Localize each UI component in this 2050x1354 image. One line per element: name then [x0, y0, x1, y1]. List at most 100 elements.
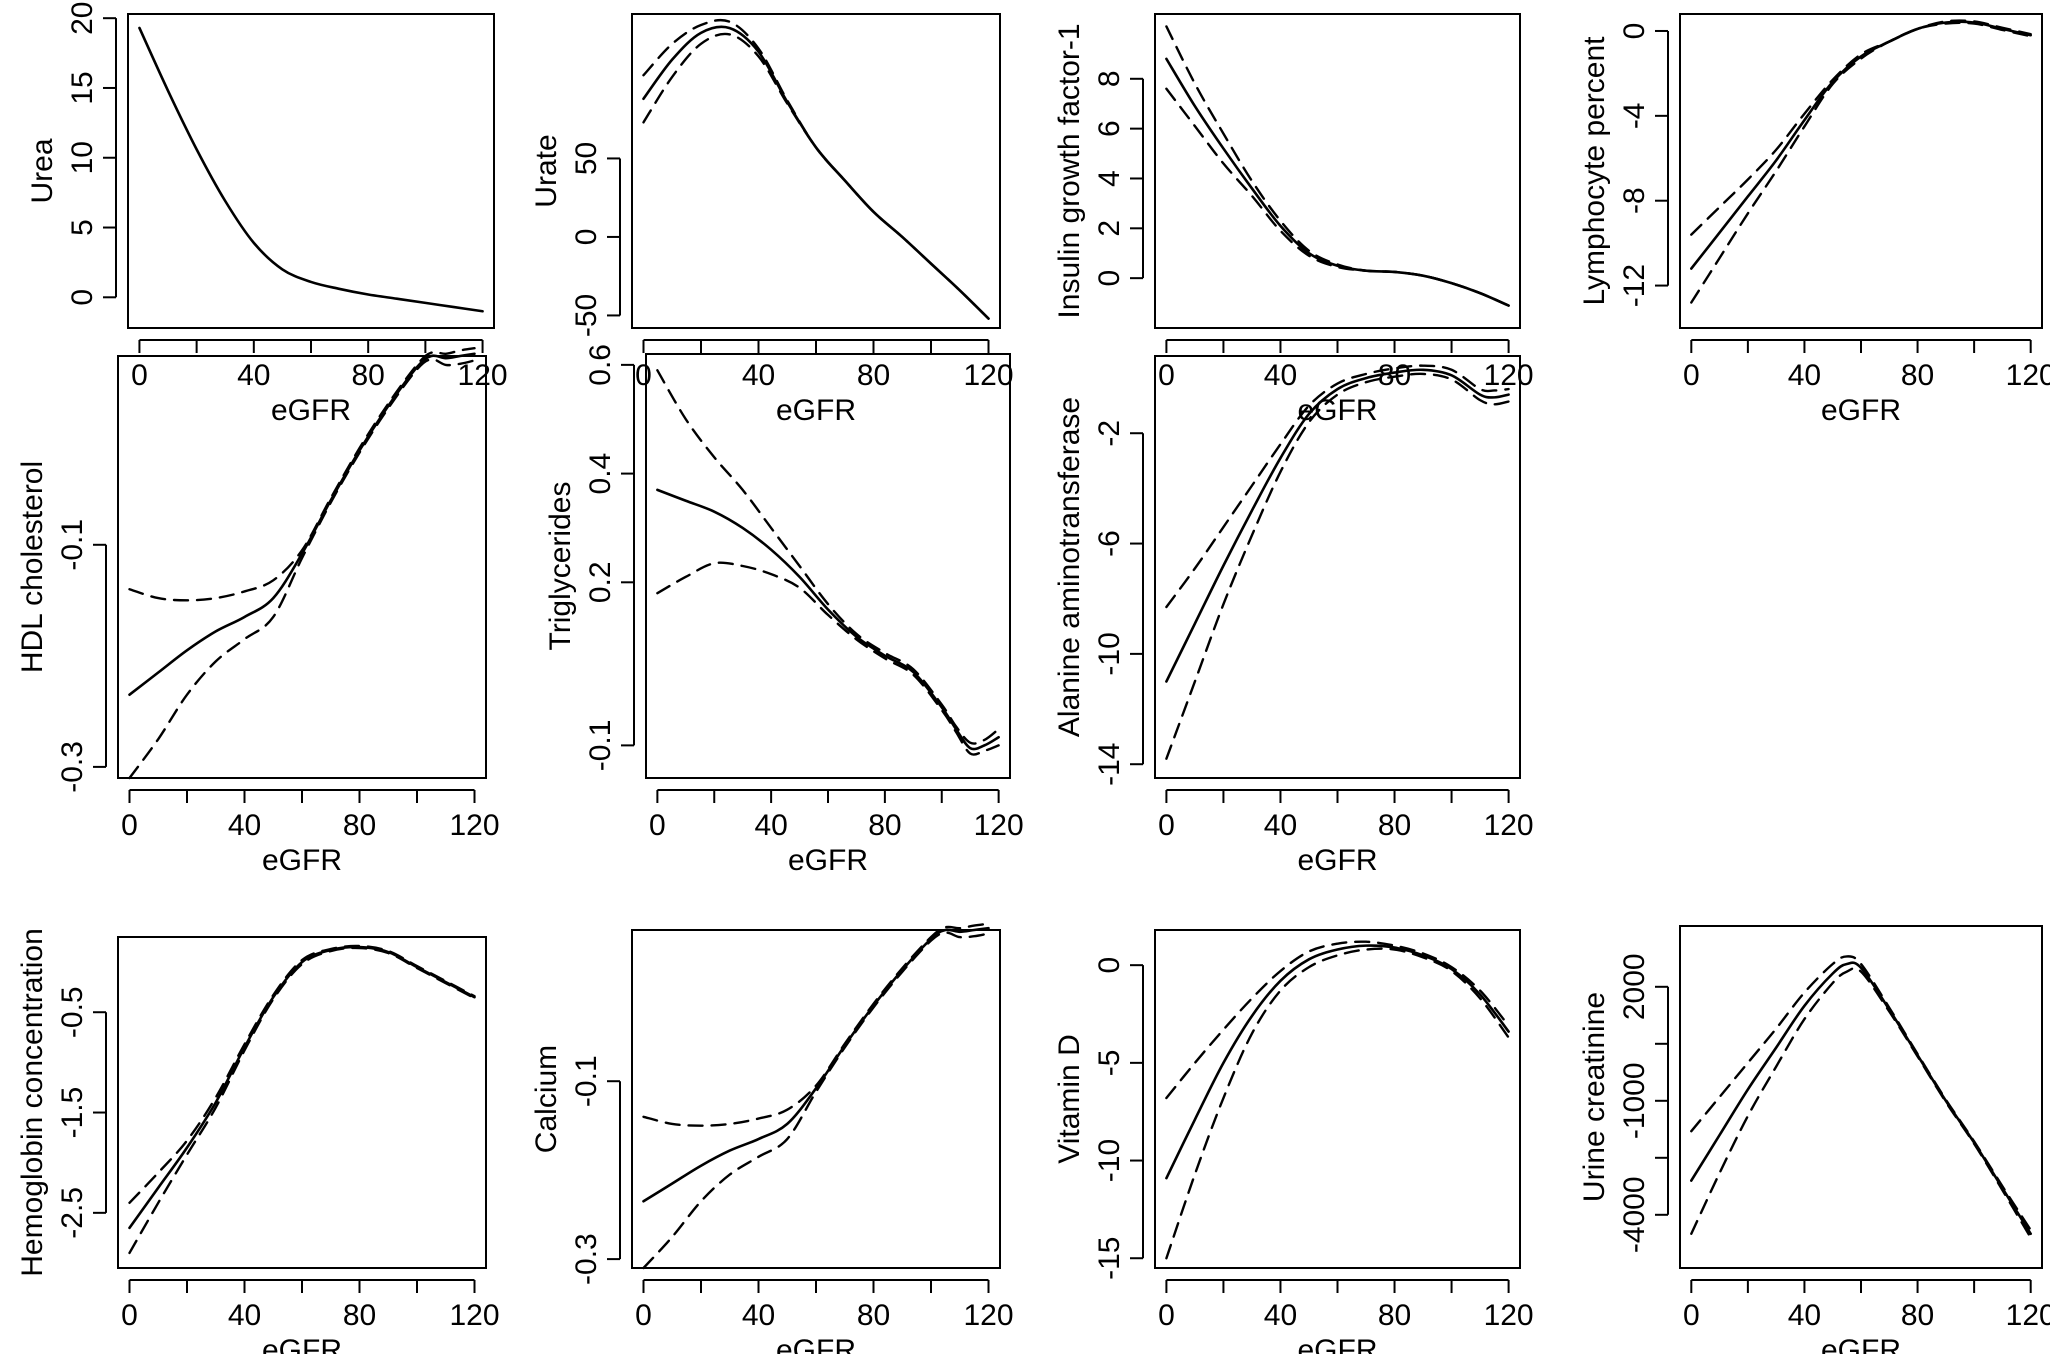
y-axis-title: Triglycerides [544, 482, 577, 651]
x-tick-label: 0 [1683, 359, 1700, 392]
y-tick-label: -0.3 [56, 741, 89, 793]
estimate-line [128, 945, 476, 1230]
y-tick-label: -1.5 [56, 1087, 89, 1139]
x-tick-label: 120 [449, 1299, 499, 1332]
x-tick-label: 40 [754, 809, 787, 842]
x-tick-label: 80 [857, 1299, 890, 1332]
y-tick-label: -4 [1618, 102, 1651, 129]
x-axis-title: eGFR [776, 1334, 856, 1354]
plot-frame [1154, 13, 1521, 329]
ci-line [1690, 21, 2032, 304]
y-axis-title: Urea [26, 138, 59, 203]
x-tick-label: 120 [2006, 359, 2050, 392]
ci-line [128, 347, 476, 602]
estimate-line [1165, 368, 1510, 683]
y-axis-title: HDL cholesterol [16, 461, 49, 673]
x-axis-title: eGFR [1297, 844, 1377, 877]
ci-line [656, 561, 1000, 756]
x-tick-label: 80 [1378, 1299, 1411, 1332]
x-tick-label: 80 [343, 809, 376, 842]
y-tick-label: 0 [1093, 270, 1126, 287]
ci-line [128, 944, 476, 1204]
x-tick-label: 120 [963, 1299, 1013, 1332]
x-axis-title: eGFR [1297, 1334, 1377, 1354]
y-axis-title: Vitamin D [1053, 1034, 1086, 1164]
y-tick-label: -10 [1093, 632, 1126, 675]
y-tick-label: 10 [66, 141, 99, 174]
y-tick-label: -0.5 [56, 986, 89, 1038]
y-tick-label: 20 [66, 1, 99, 34]
estimate-line [1690, 961, 2032, 1236]
ci-line [1165, 940, 1510, 1100]
y-tick-label: 0 [66, 289, 99, 306]
x-axis-title: eGFR [1821, 1334, 1901, 1354]
x-tick-label: 0 [121, 809, 138, 842]
x-tick-label: 0 [649, 809, 666, 842]
x-tick-label: 0 [121, 1299, 138, 1332]
panel-7: 0 40 80 120 eGFR -14 -10 -6 -2 Alanine aminotrans… [1053, 355, 1534, 877]
x-tick-label: 40 [228, 1299, 261, 1332]
x-tick-label: 80 [1901, 1299, 1934, 1332]
x-axis-title: eGFR [1297, 394, 1377, 427]
y-axis-title: Alanine aminotransferase [1053, 397, 1086, 737]
x-tick-label: 120 [1484, 359, 1534, 392]
x-tick-label: 80 [868, 809, 901, 842]
y-tick-label: 15 [66, 71, 99, 104]
y-tick-label: 0 [1618, 23, 1651, 40]
y-tick-label: 50 [570, 142, 603, 175]
y-tick-label: -15 [1093, 1237, 1126, 1280]
x-tick-label: 40 [228, 809, 261, 842]
y-tick-label: -0.1 [570, 1055, 603, 1107]
estimate-line [1165, 944, 1510, 1180]
ci-line [1165, 87, 1510, 307]
plot-frame [631, 929, 1001, 1269]
y-tick-label: -12 [1618, 264, 1651, 307]
ci-line [1165, 947, 1510, 1260]
ci-line [656, 369, 1000, 745]
x-tick-label: 80 [1901, 359, 1934, 392]
panel-1: 0 40 80 120 eGFR 0 5 10 15 20 Urea [26, 1, 508, 427]
x-axis-title: eGFR [271, 394, 351, 427]
y-axis-title: Calcium [530, 1045, 563, 1153]
x-tick-label: 120 [449, 809, 499, 842]
x-tick-label: 40 [237, 359, 270, 392]
estimate-line [642, 25, 990, 320]
plot-frame [631, 13, 1001, 329]
panel-6: 0 40 80 120 eGFR -0.1 0.2 0.4 0.6 Triglycerides [544, 344, 1024, 877]
y-tick-label: -0.1 [56, 519, 89, 571]
x-tick-label: 80 [1378, 809, 1411, 842]
y-tick-label: 0 [570, 229, 603, 246]
ci-line [642, 32, 990, 320]
y-axis-title: Urate [530, 134, 563, 207]
y-axis-title: Hemoglobin concentration [16, 928, 49, 1277]
x-tick-label: 80 [352, 359, 385, 392]
x-tick-label: 120 [974, 809, 1024, 842]
plot-frame [1679, 925, 2043, 1269]
panel-4: 0 40 80 120 eGFR -12 -8 -4 0 Lymphocyte percent [1578, 13, 2050, 427]
y-tick-label: -50 [570, 294, 603, 337]
x-tick-label: 80 [857, 359, 890, 392]
plot-frame [645, 353, 1011, 779]
y-tick-label: 2 [1093, 220, 1126, 237]
y-tick-label: -5 [1093, 1050, 1126, 1077]
y-tick-label: -0.1 [584, 720, 617, 772]
ci-line [1690, 19, 2032, 236]
x-axis-title: eGFR [788, 844, 868, 877]
ci-line [1690, 955, 2032, 1232]
y-tick-label: 5 [66, 219, 99, 236]
ci-line [642, 931, 990, 1270]
ci-line [1165, 364, 1510, 609]
y-tick-label: -6 [1093, 530, 1126, 557]
x-tick-label: 120 [1484, 1299, 1534, 1332]
y-tick-label: 8 [1093, 70, 1126, 87]
ci-line [642, 922, 990, 1127]
x-tick-label: 40 [742, 1299, 775, 1332]
plot-frame [117, 936, 487, 1269]
y-tick-label: -1000 [1618, 1062, 1651, 1139]
ci-line [1690, 966, 2032, 1239]
